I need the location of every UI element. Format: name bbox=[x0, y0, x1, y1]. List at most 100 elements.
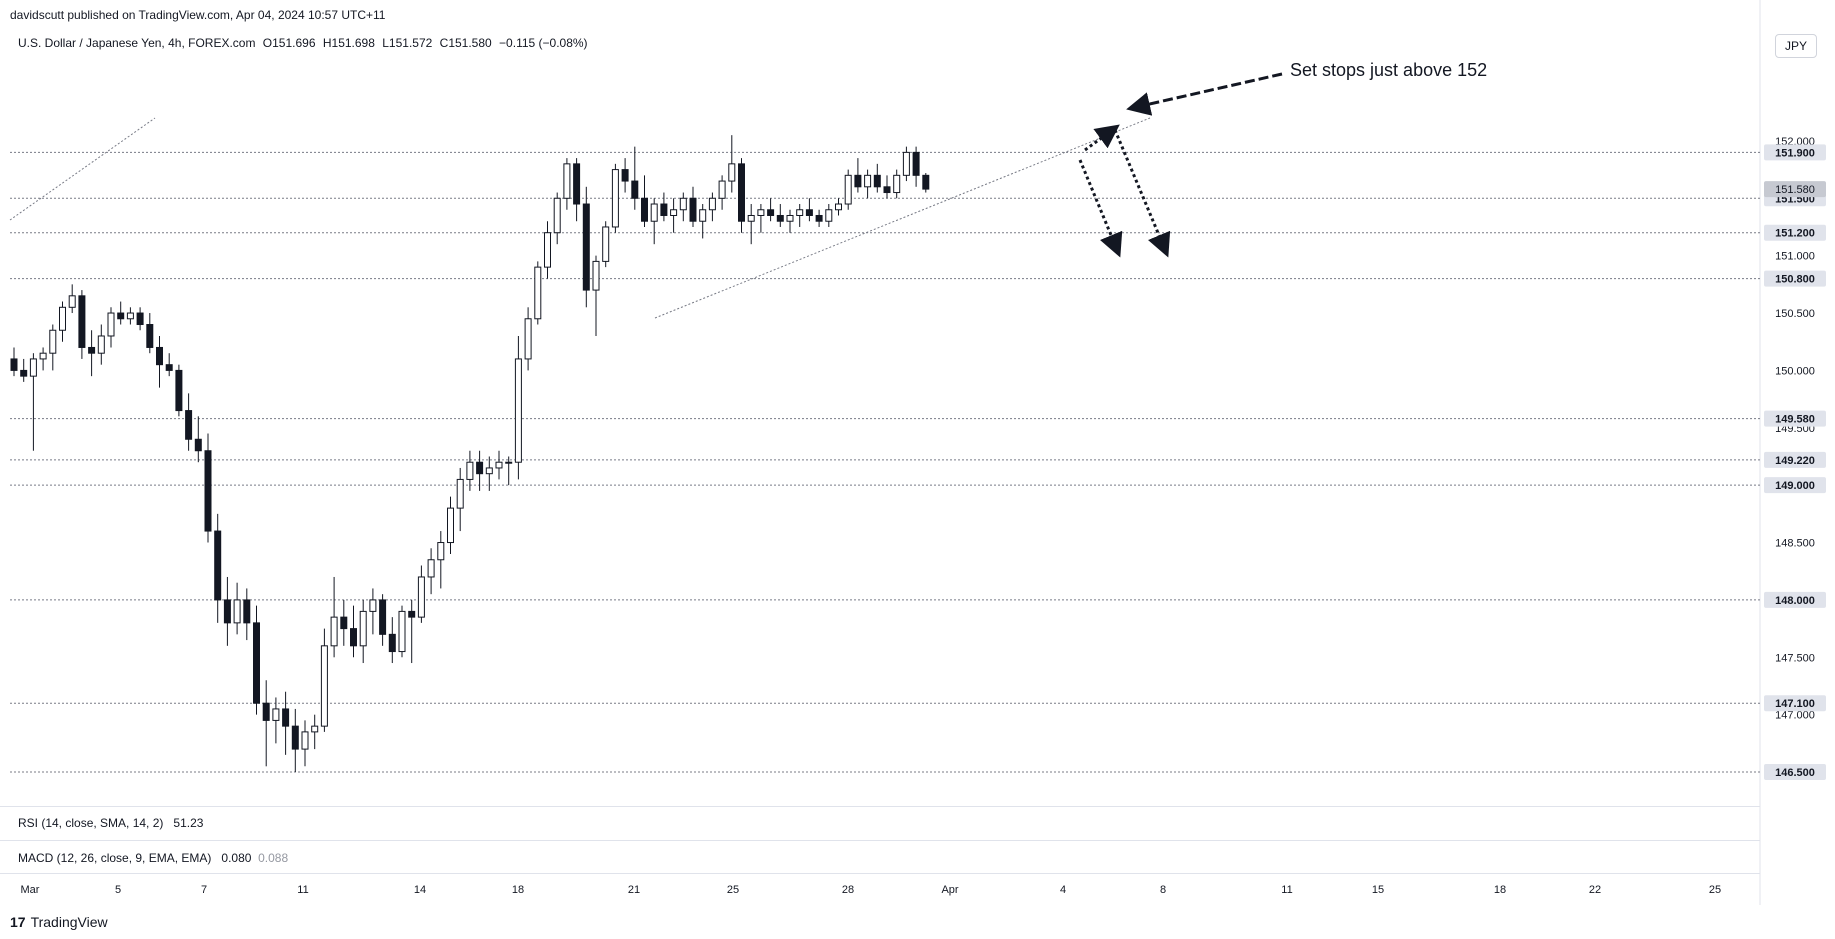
candle-body bbox=[136, 312, 144, 326]
time-axis[interactable]: Mar 5 7 11 14 18 21 25 28 Apr 4 8 11 15 18 22 25 bbox=[21, 884, 1722, 896]
candle-body bbox=[718, 180, 726, 199]
candle-body bbox=[369, 599, 377, 612]
trendline-upper-left bbox=[9, 117, 156, 221]
candles bbox=[10, 135, 930, 773]
candle-body bbox=[592, 260, 600, 291]
trend-drawings bbox=[9, 72, 1283, 319]
time-tick-label: 22 bbox=[1589, 884, 1601, 896]
candle-body bbox=[78, 295, 86, 348]
candle-body bbox=[253, 622, 260, 704]
candle-body bbox=[39, 352, 47, 360]
annotation-arrow bbox=[1126, 72, 1283, 116]
candle-body bbox=[728, 163, 736, 182]
level-tag-bg bbox=[1764, 410, 1826, 427]
candle-body bbox=[243, 599, 251, 624]
projection-arrow-1 bbox=[1078, 159, 1123, 258]
candle-body bbox=[805, 209, 813, 216]
macd-value-2: 0.088 bbox=[258, 851, 289, 865]
candle-body bbox=[660, 203, 668, 216]
rsi-indicator-label[interactable]: RSI (14, close, SMA, 14, 2) 51.23 bbox=[18, 816, 203, 830]
candle-body bbox=[185, 410, 193, 440]
indicator-separator-top bbox=[0, 806, 1760, 807]
candle-body bbox=[650, 203, 658, 222]
candle-body bbox=[10, 358, 18, 371]
candle-body bbox=[641, 197, 648, 222]
current-price-tag-bg bbox=[1764, 181, 1826, 198]
macd-indicator-label[interactable]: MACD (12, 26, close, 9, EMA, EMA) 0.080 … bbox=[18, 851, 288, 865]
candle-body bbox=[883, 186, 891, 194]
annotation-text: Set stops just above 152 bbox=[1290, 60, 1487, 80]
candle-body bbox=[320, 645, 328, 727]
candle-body bbox=[175, 369, 183, 412]
candle-body bbox=[873, 174, 881, 188]
price-tick-label: 151.000 bbox=[1775, 251, 1815, 263]
time-tick-label: 28 bbox=[842, 884, 854, 896]
candle-body bbox=[146, 324, 154, 348]
time-tick-label: 4 bbox=[1060, 884, 1066, 896]
level-tag-bg bbox=[1764, 451, 1826, 468]
tradingview-logo[interactable]: 17 TradingView bbox=[10, 914, 108, 930]
candle-body bbox=[864, 174, 872, 188]
candle-body bbox=[165, 364, 173, 371]
rsi-value: 51.23 bbox=[173, 816, 204, 830]
candle-body bbox=[485, 467, 493, 475]
candle-body bbox=[379, 599, 387, 635]
time-tick-label: 5 bbox=[115, 884, 121, 896]
currency-badge[interactable]: JPY bbox=[1775, 34, 1817, 58]
candle-body bbox=[922, 174, 930, 190]
candle-body bbox=[505, 461, 513, 464]
change-value: −0.115 (−0.08%) bbox=[499, 36, 588, 50]
indicator-separator-bottom bbox=[0, 873, 1760, 874]
candle-body bbox=[495, 461, 503, 469]
tradingview-brand: TradingView bbox=[30, 914, 108, 930]
level-tag-label: 150.800 bbox=[1775, 274, 1815, 286]
symbol-name[interactable]: U.S. Dollar / Japanese Yen, 4h, FOREX.co… bbox=[18, 36, 256, 50]
price-tick-label: 150.000 bbox=[1775, 365, 1815, 377]
candle-body bbox=[602, 226, 610, 262]
candle-body bbox=[49, 329, 57, 354]
level-tag-label: 151.900 bbox=[1775, 147, 1815, 159]
time-tick-label: 25 bbox=[1709, 884, 1721, 896]
level-tag-label: 148.000 bbox=[1775, 595, 1815, 607]
level-lines bbox=[10, 151, 1760, 773]
candle-body bbox=[679, 197, 687, 211]
candle-body bbox=[340, 616, 348, 630]
rsi-label: RSI (14, close, SMA, 14, 2) bbox=[18, 816, 164, 830]
candle-body bbox=[582, 203, 590, 291]
candle-body bbox=[767, 209, 775, 216]
candle-body bbox=[912, 151, 920, 176]
candle-body bbox=[301, 731, 309, 750]
candle-body bbox=[902, 151, 910, 176]
candle-body bbox=[330, 616, 338, 647]
candle-body bbox=[107, 312, 115, 337]
time-tick-label: 14 bbox=[414, 884, 426, 896]
candle-body bbox=[621, 169, 629, 182]
candle-body bbox=[29, 358, 37, 377]
candle-body bbox=[670, 209, 678, 216]
candle-body bbox=[476, 461, 484, 475]
candle-body bbox=[466, 461, 474, 480]
candle-body bbox=[815, 214, 823, 222]
candle-body bbox=[359, 610, 367, 647]
candle-body bbox=[738, 163, 745, 222]
candle-body bbox=[20, 369, 28, 377]
candle-body bbox=[214, 530, 222, 601]
time-tick-label: 11 bbox=[297, 884, 308, 896]
candle-body bbox=[97, 335, 105, 354]
low-value: L151.572 bbox=[382, 36, 433, 50]
candle-body bbox=[689, 197, 697, 222]
candle-body bbox=[708, 197, 716, 211]
candle-body bbox=[117, 312, 125, 320]
candle-body bbox=[417, 576, 425, 618]
candle-body bbox=[844, 174, 852, 205]
price-tick-label: 148.500 bbox=[1775, 538, 1815, 550]
candle-body bbox=[262, 702, 270, 721]
candle-body bbox=[514, 358, 522, 463]
macd-label: MACD (12, 26, close, 9, EMA, EMA) bbox=[18, 851, 212, 865]
level-tag-label: 149.580 bbox=[1775, 414, 1815, 426]
time-tick-label: 25 bbox=[727, 884, 739, 896]
close-value: C151.580 bbox=[439, 36, 492, 50]
candle-body bbox=[534, 266, 542, 320]
candle-body bbox=[835, 203, 842, 211]
